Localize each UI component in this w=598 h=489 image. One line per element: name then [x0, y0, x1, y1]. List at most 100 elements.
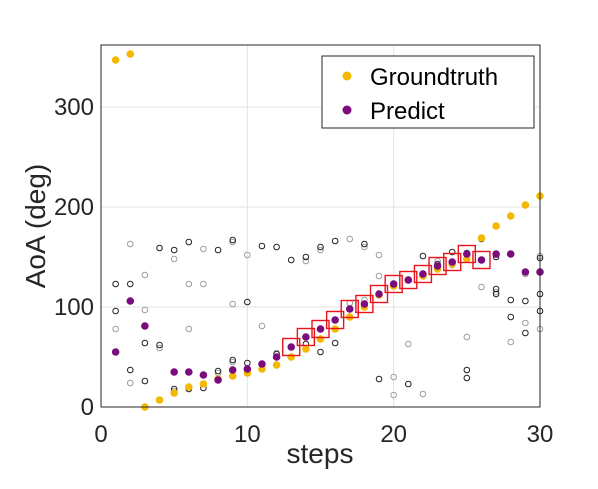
predict-point: [433, 262, 442, 270]
candidate-point: [492, 285, 500, 293]
highlight-box: [340, 299, 359, 319]
predict-point: [228, 366, 237, 374]
x-tick-label: 30: [527, 421, 554, 448]
legend-predict-marker: [342, 105, 352, 115]
groundtruth-point: [126, 50, 135, 58]
predict-point: [331, 316, 339, 324]
candidate-point: [156, 341, 163, 349]
candidate-point-light: [507, 338, 515, 346]
highlight-box: [282, 337, 301, 357]
predict-point: [302, 333, 310, 341]
candidate-point: [507, 313, 515, 321]
candidate-point: [331, 237, 339, 245]
candidate-point: [463, 366, 471, 374]
predict-point: [185, 368, 193, 376]
groundtruth-point: [521, 201, 530, 209]
groundtruth-point: [228, 372, 237, 380]
predict-point: [199, 371, 208, 379]
predict-point: [419, 270, 427, 278]
candidate-point-light: [302, 257, 310, 265]
highlight-box: [399, 270, 418, 290]
candidate-point-light: [141, 306, 149, 314]
candidate-point: [507, 296, 515, 304]
predict-point: [506, 250, 515, 258]
legend-box: [321, 55, 535, 129]
highlight-box: [472, 250, 491, 270]
candidate-point-light: [229, 358, 236, 366]
candidate-point: [331, 339, 339, 347]
candidate-point: [112, 280, 119, 288]
y-axis-title: AoA (deg): [20, 164, 51, 289]
y-tick-labels: 0 100 200 300: [54, 94, 94, 421]
predict-point: [345, 305, 354, 313]
predict-point: [287, 343, 296, 351]
predict-point: [492, 250, 500, 258]
y-tick-label: 300: [54, 94, 94, 121]
candidate-point: [244, 298, 251, 306]
candidate-point-light: [126, 240, 134, 248]
candidate-point: [112, 307, 119, 315]
x-axis-title: steps: [287, 438, 354, 469]
candidate-point: [185, 238, 193, 246]
predict-point: [375, 290, 383, 298]
candidate-point-light: [375, 272, 383, 280]
x-tick-label: 20: [380, 421, 407, 448]
y-tick-label: 100: [54, 294, 94, 321]
candidate-point-light: [522, 319, 529, 327]
candidate-point-light: [390, 391, 397, 399]
predict-point: [214, 376, 222, 384]
candidate-point: [463, 374, 471, 382]
predict-point: [448, 258, 457, 266]
candidate-point: [156, 244, 163, 252]
candidate-point: [317, 348, 324, 356]
predict-point: [243, 365, 252, 373]
candidate-point-light: [375, 251, 383, 259]
highlight-box: [355, 294, 374, 314]
predict-point: [521, 268, 530, 276]
legend-groundtruth-marker: [342, 71, 352, 81]
candidate-point: [522, 297, 529, 305]
candidate-point: [419, 252, 427, 260]
highlight-box: [369, 284, 389, 304]
groundtruth-point: [302, 345, 310, 353]
groundtruth-point: [492, 222, 500, 230]
plot-frame: [100, 44, 541, 408]
candidate-point-light: [229, 238, 236, 246]
predict-point: [463, 250, 471, 258]
x-tick-label: 0: [94, 421, 107, 448]
candidate-point: [126, 280, 134, 288]
predict-point: [126, 297, 135, 305]
candidate-point: [405, 380, 412, 388]
groundtruth-point: [506, 212, 515, 220]
candidate-point: [492, 290, 500, 298]
highlight-box: [428, 256, 447, 276]
groundtruth-point: [287, 353, 296, 361]
groundtruth-point: [272, 361, 281, 369]
legend-groundtruth-label: Groundtruth: [370, 64, 498, 91]
candidate-point-light: [200, 245, 207, 253]
predict-point: [170, 368, 178, 376]
candidate-point: [170, 246, 178, 254]
groundtruth-point: [316, 335, 325, 343]
predict-point: [477, 256, 486, 264]
candidate-point-light: [244, 251, 251, 259]
highlight-box: [325, 310, 345, 330]
candidate-point: [214, 367, 222, 375]
legend: Groundtruth Predict: [321, 55, 535, 129]
groundtruth-point: [170, 389, 178, 397]
predict-point: [360, 300, 369, 308]
candidate-point: [214, 246, 222, 254]
predict-point: [316, 325, 325, 333]
candidate-point-light: [317, 246, 324, 254]
candidate-point-light: [405, 340, 412, 348]
y-tick-label: 0: [81, 394, 94, 421]
candidate-point-light: [229, 300, 236, 308]
y-tick-label: 200: [54, 194, 94, 221]
candidate-point: [126, 366, 134, 374]
candidate-point-light: [361, 243, 368, 251]
candidate-point: [273, 243, 280, 251]
predict-point: [272, 353, 281, 361]
legend-predict-label: Predict: [370, 98, 445, 125]
groundtruth-point: [155, 396, 164, 404]
